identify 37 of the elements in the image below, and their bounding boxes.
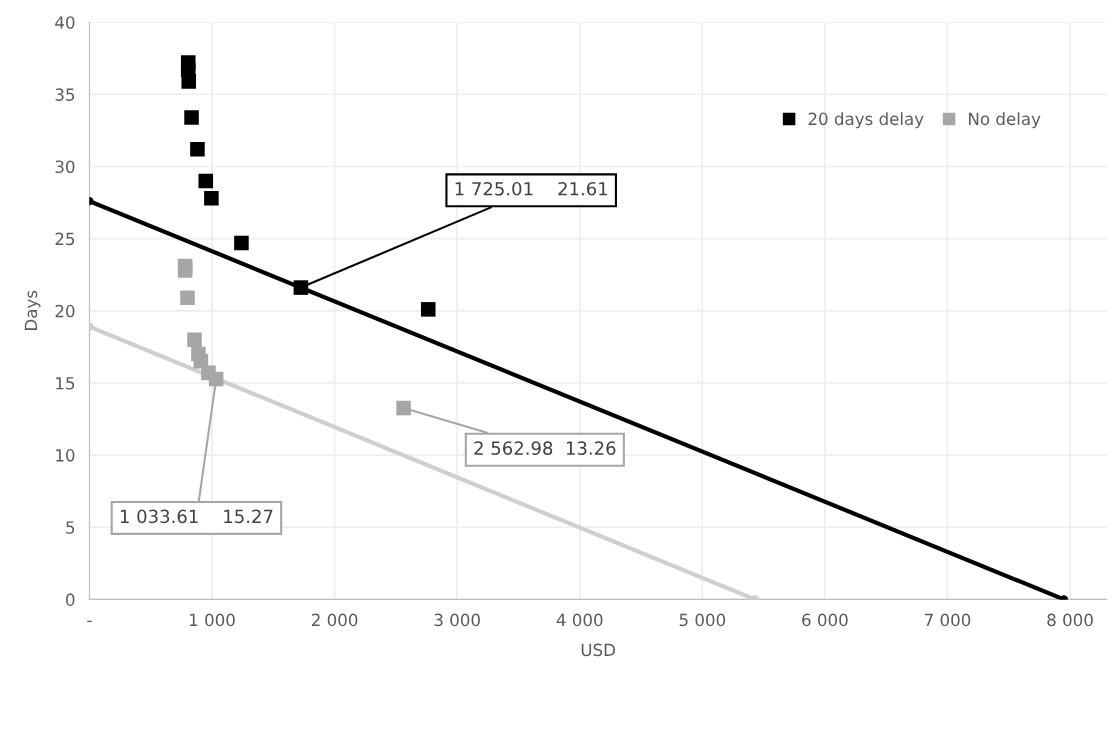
x-tick-label: 8 000 <box>1047 613 1093 627</box>
point <box>190 141 205 157</box>
point <box>181 74 197 89</box>
point <box>198 173 214 189</box>
legend-label: 20 days delay <box>808 112 924 129</box>
point <box>420 302 436 317</box>
annotation: 1 725.01 21.61 <box>455 181 608 196</box>
y-tick-label: 20 <box>55 304 75 318</box>
y-tick-label: 25 <box>55 232 75 246</box>
y-tick-label: 30 <box>55 160 75 174</box>
point <box>204 190 219 206</box>
legend-label: No delay <box>969 112 1041 129</box>
x-tick-label: 5 000 <box>679 613 726 627</box>
y-tick-label: 10 <box>56 449 75 462</box>
annotation: 2 562.98 13.26 <box>474 441 616 455</box>
annotation: 1 033.61 15.27 <box>120 509 273 524</box>
point <box>177 263 193 278</box>
point <box>180 290 195 306</box>
x-tick-label: 6 000 <box>802 613 848 627</box>
y-tick-label: 15 <box>56 377 75 390</box>
x-tick-label: 4 000 <box>556 613 603 627</box>
x-tick-label: 7 000 <box>924 613 971 627</box>
y-tick-label: 40 <box>55 16 75 29</box>
point <box>396 400 411 416</box>
y-tick-label: 0 <box>66 593 75 606</box>
point <box>293 280 309 295</box>
x-tick-label: 1 000 <box>189 613 235 627</box>
point <box>234 235 249 251</box>
y-tick-label: 5 <box>66 521 75 534</box>
x-axis-title: USD <box>581 643 615 657</box>
x-tick-label: 3 000 <box>434 613 480 627</box>
point <box>187 332 202 347</box>
y-axis-title: Days <box>24 290 41 330</box>
x-tick-label: - <box>87 620 92 623</box>
point <box>184 110 199 125</box>
x-tick-label: 2 000 <box>311 613 358 627</box>
y-tick-label: 35 <box>55 88 75 101</box>
